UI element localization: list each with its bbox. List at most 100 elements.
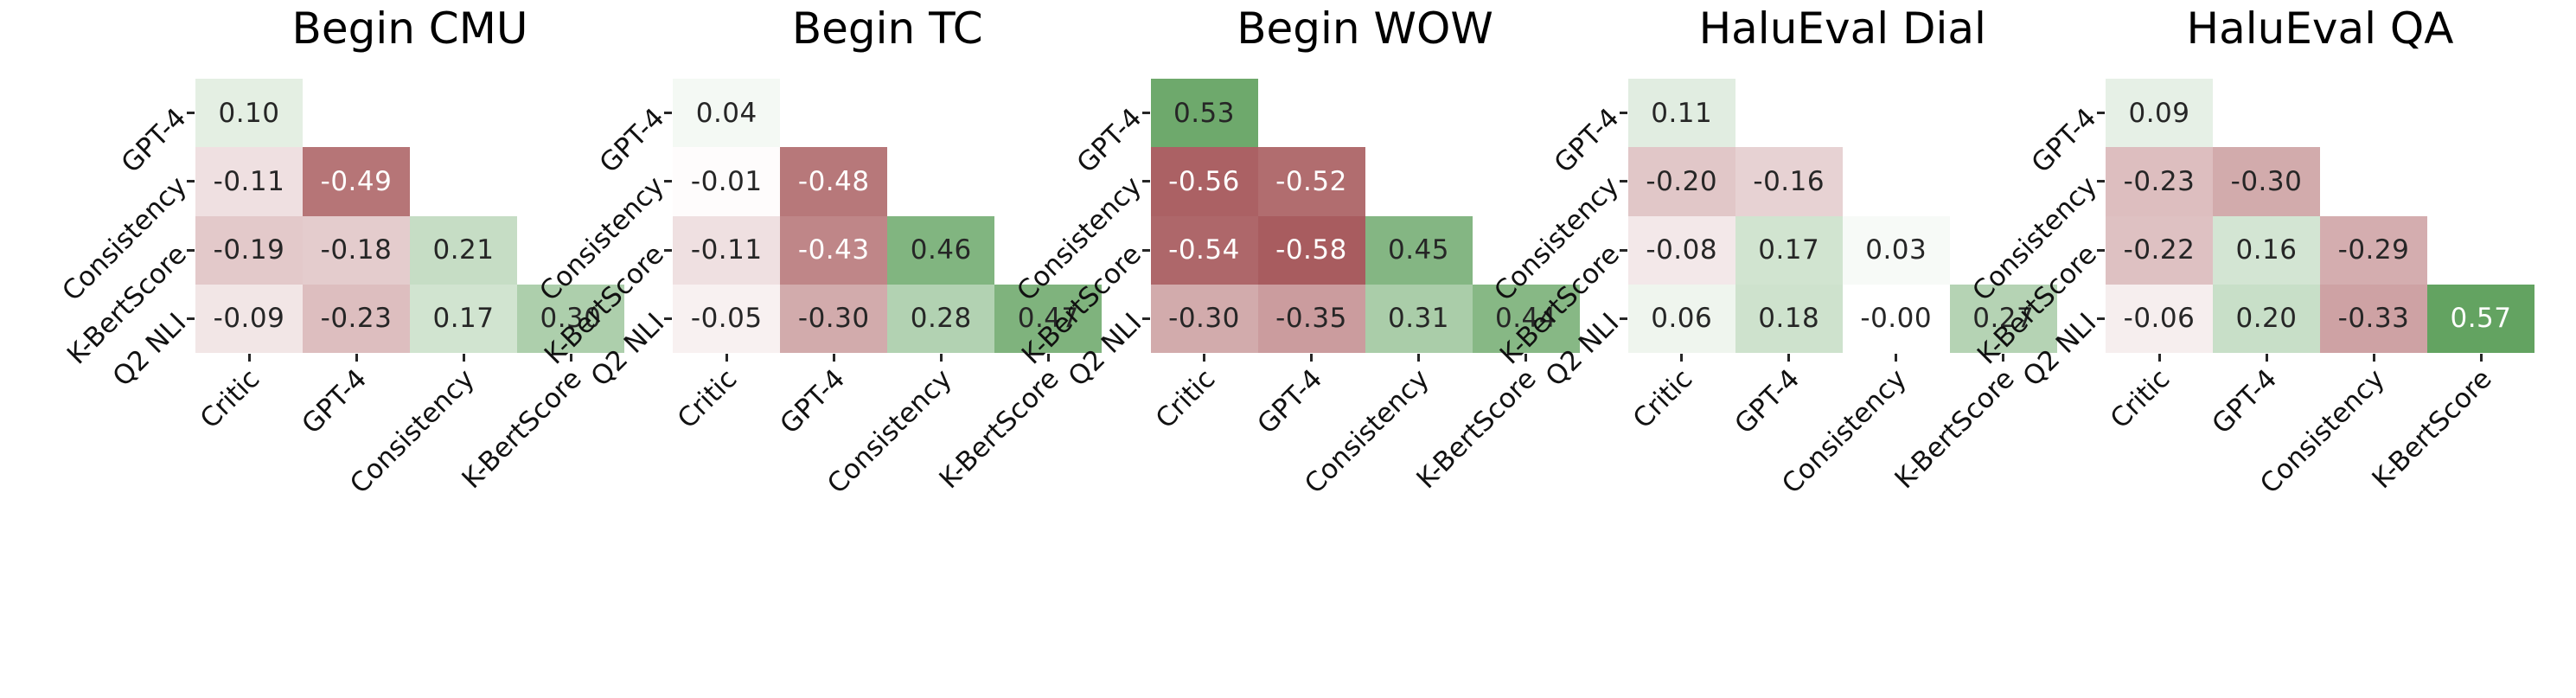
x-tick-mark xyxy=(939,354,943,362)
x-tick-label: Critic xyxy=(194,363,266,435)
heatmap-cell: 0.21 xyxy=(410,215,517,285)
x-tick-mark xyxy=(1417,354,1420,362)
heatmap-cell: -0.22 xyxy=(2106,215,2213,285)
heatmap-cell: -0.43 xyxy=(780,215,888,285)
heatmap-cell: -0.30 xyxy=(780,284,888,353)
heatmap-cell: -0.54 xyxy=(1150,215,1258,285)
heatmap-cell: -0.16 xyxy=(1735,147,1843,216)
x-tick-label: GPT-4 xyxy=(1251,363,1328,440)
x-tick-mark xyxy=(2265,354,2268,362)
y-tick-mark xyxy=(2097,317,2105,320)
heatmap-cell: 0.30 xyxy=(517,284,624,353)
y-tick-mark xyxy=(2097,248,2105,252)
heatmap-cell: -0.33 xyxy=(2320,284,2427,353)
y-tick-mark xyxy=(664,248,673,252)
panel-title: HaluEval Dial xyxy=(1698,3,1986,54)
x-tick-label: Critic xyxy=(1627,363,1699,435)
heatmap-cell: -0.23 xyxy=(2106,147,2213,216)
y-tick-mark xyxy=(187,180,195,183)
x-tick-mark xyxy=(832,354,835,362)
panel-title: Begin CMU xyxy=(291,3,528,54)
heatmap-cell: 0.10 xyxy=(195,79,303,148)
heatmap-cell: -0.19 xyxy=(195,215,303,285)
x-tick-mark xyxy=(1046,354,1050,362)
x-tick-label: GPT-4 xyxy=(2206,363,2284,440)
heatmap-cell: -0.06 xyxy=(2106,284,2213,353)
heatmap-cell: -0.56 xyxy=(1150,147,1258,216)
x-tick-mark xyxy=(355,354,358,362)
x-tick-label: GPT-4 xyxy=(773,363,851,440)
heatmap-cell: -0.08 xyxy=(1627,215,1735,285)
x-tick-mark xyxy=(2479,354,2483,362)
heatmap-cell: 0.17 xyxy=(1735,215,1843,285)
x-tick-mark xyxy=(1680,354,1684,362)
y-tick-mark xyxy=(664,317,673,320)
heatmap-cell: 0.06 xyxy=(1627,284,1735,353)
heatmap-cell: 0.18 xyxy=(1735,284,1843,353)
heatmap-cell: -0.09 xyxy=(195,284,303,353)
heatmap-cell: -0.49 xyxy=(303,147,410,216)
heatmap-cell: -0.48 xyxy=(780,147,888,216)
y-tick-mark xyxy=(664,112,673,115)
heatmap-cell: -0.29 xyxy=(2320,215,2427,285)
y-tick-mark xyxy=(1141,317,1150,320)
heatmap-cell: 0.17 xyxy=(410,284,517,353)
x-tick-mark xyxy=(725,354,728,362)
y-tick-mark xyxy=(1619,248,1627,252)
heatmap-cell: 0.16 xyxy=(2213,215,2320,285)
y-tick-mark xyxy=(187,112,195,115)
heatmap-cell: 0.04 xyxy=(673,79,781,148)
x-tick-label: GPT-4 xyxy=(1729,363,1806,440)
heatmap-cell: 0.09 xyxy=(2106,79,2213,148)
heatmap-cell: -0.30 xyxy=(2213,147,2320,216)
y-tick-label: GPT-4 xyxy=(1071,101,1148,179)
heatmap-cell: 0.53 xyxy=(1150,79,1258,148)
x-tick-mark xyxy=(2157,354,2161,362)
x-tick-label: GPT-4 xyxy=(296,363,374,440)
x-tick-mark xyxy=(1525,354,1527,362)
y-tick-mark xyxy=(1619,112,1627,115)
heatmap-cell: 0.31 xyxy=(1365,284,1473,353)
heatmap-cell: 0.11 xyxy=(1627,79,1735,148)
y-tick-mark xyxy=(1619,317,1627,320)
y-tick-mark xyxy=(664,180,673,183)
y-tick-mark xyxy=(1141,180,1150,183)
panel-title: Begin WOW xyxy=(1237,3,1493,54)
heatmap-cell: 0.27 xyxy=(1949,284,2057,353)
x-tick-mark xyxy=(247,354,251,362)
x-tick-mark xyxy=(569,354,572,362)
x-tick-mark xyxy=(1787,354,1791,362)
x-tick-mark xyxy=(1310,354,1313,362)
x-tick-label: Critic xyxy=(1149,363,1221,435)
heatmap-cell: -0.35 xyxy=(1257,284,1365,353)
y-tick-mark xyxy=(187,317,195,320)
heatmap-cell: 0.57 xyxy=(2427,284,2534,353)
heatmap-cell: -0.05 xyxy=(673,284,781,353)
heatmap-cell: 0.28 xyxy=(887,284,995,353)
heatmap-cell: -0.30 xyxy=(1150,284,1258,353)
y-tick-mark xyxy=(2097,180,2105,183)
x-tick-label: Critic xyxy=(672,363,744,435)
heatmap-cell: -0.52 xyxy=(1257,147,1365,216)
heatmap-cell: -0.23 xyxy=(303,284,410,353)
x-tick-mark xyxy=(2002,354,2005,362)
panel-title: Begin TC xyxy=(791,3,983,54)
y-tick-label: GPT-4 xyxy=(1548,101,1626,179)
heatmap-cell: 0.46 xyxy=(887,215,995,285)
heatmap-cell: -0.11 xyxy=(673,215,781,285)
heatmap-cell: -0.58 xyxy=(1257,215,1365,285)
heatmap-cell: 0.44 xyxy=(1472,284,1580,353)
y-tick-mark xyxy=(187,248,195,252)
heatmap-cell: -0.11 xyxy=(195,147,303,216)
heatmap-cell: -0.20 xyxy=(1627,147,1735,216)
y-tick-mark xyxy=(1141,112,1150,115)
y-tick-label: GPT-4 xyxy=(593,101,670,179)
y-tick-mark xyxy=(2097,112,2105,115)
heatmap-cell: -0.01 xyxy=(673,147,781,216)
y-tick-mark xyxy=(1141,248,1150,252)
y-tick-label: GPT-4 xyxy=(115,101,193,179)
y-tick-label: GPT-4 xyxy=(2025,101,2103,179)
x-tick-label: Critic xyxy=(2104,363,2176,435)
x-tick-mark xyxy=(2372,354,2375,362)
